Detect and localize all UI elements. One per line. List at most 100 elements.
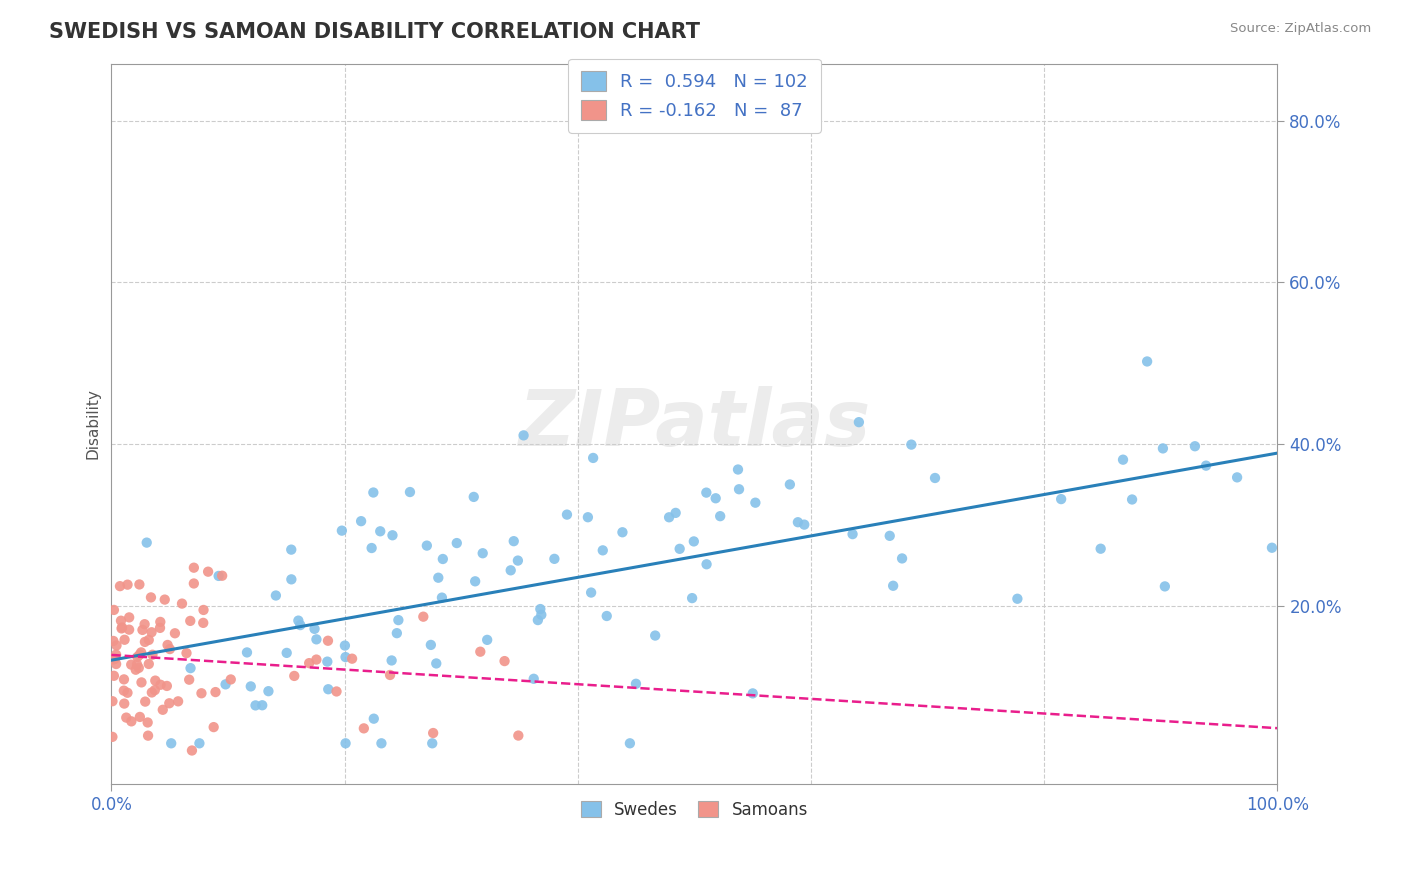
Point <box>619 736 641 750</box>
Point <box>543 552 565 566</box>
Point <box>592 543 614 558</box>
Point <box>125 663 148 677</box>
Point <box>1261 541 1284 555</box>
Point <box>316 682 339 697</box>
Point <box>105 639 128 653</box>
Point <box>363 712 385 726</box>
Point <box>134 695 156 709</box>
Point <box>508 729 530 743</box>
Point <box>193 615 215 630</box>
Point <box>219 673 242 687</box>
Point <box>502 534 524 549</box>
Point <box>149 621 172 635</box>
Point <box>363 485 385 500</box>
Point <box>446 536 468 550</box>
Point <box>471 546 494 560</box>
Point <box>103 652 125 666</box>
Point <box>103 603 125 617</box>
Point <box>101 730 124 744</box>
Point <box>156 679 179 693</box>
Point <box>104 651 127 665</box>
Point <box>1195 458 1218 473</box>
Point <box>264 589 287 603</box>
Point <box>1226 470 1249 484</box>
Point <box>153 592 176 607</box>
Point <box>529 602 551 616</box>
Point <box>744 496 766 510</box>
Point <box>163 626 186 640</box>
Point <box>103 669 125 683</box>
Point <box>128 577 150 591</box>
Point <box>236 645 259 659</box>
Point <box>180 661 202 675</box>
Point <box>305 632 328 647</box>
Point <box>464 574 486 589</box>
Point <box>463 490 485 504</box>
Point <box>704 491 727 506</box>
Point <box>183 576 205 591</box>
Point <box>335 650 357 665</box>
Point <box>208 569 231 583</box>
Point <box>305 652 328 666</box>
Point <box>681 591 703 606</box>
Point <box>350 514 373 528</box>
Point <box>353 722 375 736</box>
Point <box>105 657 128 671</box>
Point <box>197 565 219 579</box>
Point <box>779 477 801 491</box>
Point <box>381 653 404 667</box>
Point <box>105 648 128 662</box>
Point <box>741 686 763 700</box>
Point <box>612 525 634 540</box>
Point <box>530 607 553 622</box>
Point <box>136 715 159 730</box>
Point <box>157 696 180 710</box>
Point <box>385 626 408 640</box>
Point <box>709 509 731 524</box>
Point <box>340 651 363 665</box>
Point <box>579 585 602 599</box>
Point <box>245 698 267 713</box>
Point <box>103 634 125 648</box>
Point <box>193 603 215 617</box>
Point <box>512 428 534 442</box>
Point <box>412 609 434 624</box>
Point <box>179 673 201 687</box>
Y-axis label: Disability: Disability <box>86 388 100 459</box>
Point <box>298 656 321 670</box>
Point <box>682 534 704 549</box>
Point <box>117 577 139 591</box>
Point <box>1090 541 1112 556</box>
Point <box>159 642 181 657</box>
Point <box>110 622 132 636</box>
Point <box>257 684 280 698</box>
Point <box>138 632 160 647</box>
Point <box>287 614 309 628</box>
Point <box>204 685 226 699</box>
Point <box>134 617 156 632</box>
Point <box>879 529 901 543</box>
Point <box>848 415 870 429</box>
Point <box>420 736 443 750</box>
Point <box>416 539 439 553</box>
Point <box>368 524 391 539</box>
Point <box>425 657 447 671</box>
Point <box>668 541 690 556</box>
Point <box>841 527 863 541</box>
Point <box>624 677 647 691</box>
Point <box>117 686 139 700</box>
Point <box>1121 492 1143 507</box>
Point <box>576 510 599 524</box>
Point <box>167 694 190 708</box>
Point <box>316 633 339 648</box>
Point <box>1050 492 1073 507</box>
Point <box>141 648 163 662</box>
Point <box>316 655 339 669</box>
Point <box>1184 439 1206 453</box>
Point <box>110 614 132 628</box>
Point <box>430 591 453 605</box>
Point <box>149 678 172 692</box>
Point <box>793 517 815 532</box>
Point <box>924 471 946 485</box>
Point <box>882 579 904 593</box>
